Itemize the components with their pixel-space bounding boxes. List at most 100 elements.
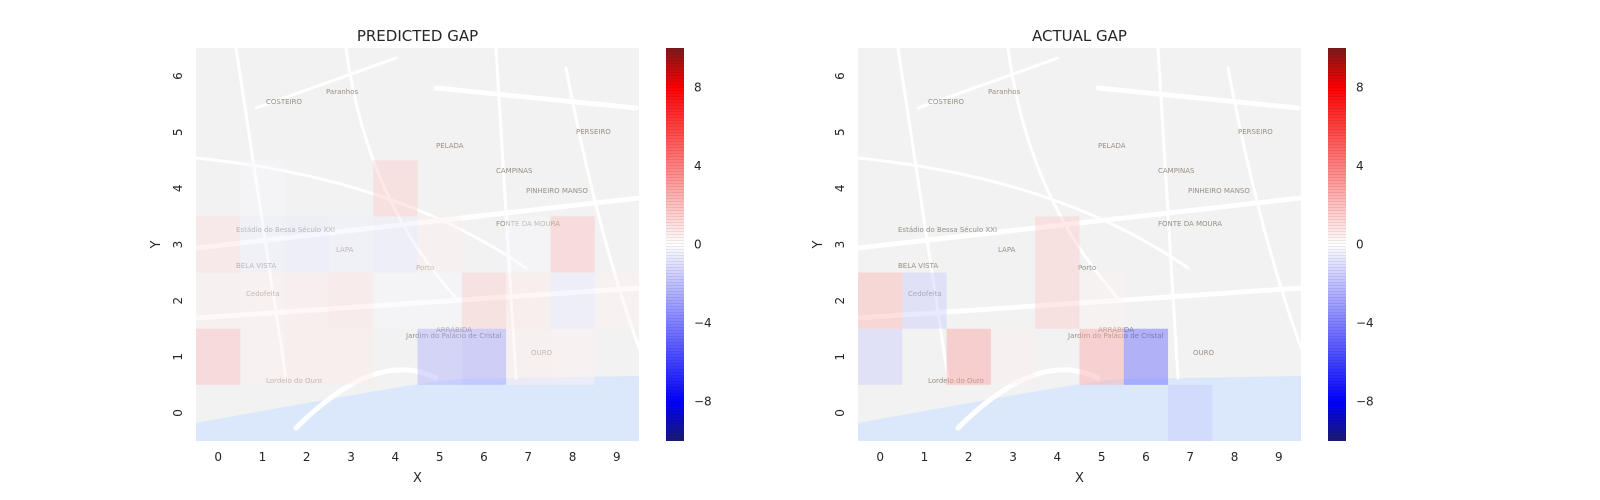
map-label: CAMPINAS (1158, 167, 1195, 175)
heatmap-cell (240, 328, 285, 385)
map-road (564, 66, 639, 350)
y-tick-label: 0 (171, 409, 185, 417)
map-road (1156, 48, 1180, 380)
x-axis-label: X (413, 471, 422, 486)
heatmap-cell (550, 328, 595, 385)
heatmap-cell (990, 328, 1036, 385)
heatmap-cell (284, 216, 329, 273)
heatmap-cell (858, 328, 903, 385)
heatmap-cell (902, 272, 947, 329)
heatmap-cell (1168, 384, 1213, 441)
heatmap-cell (506, 216, 551, 273)
heatmap-cells (858, 216, 1213, 441)
map-road (196, 195, 639, 251)
y-tick-label: 6 (833, 72, 847, 80)
x-tick-label: 3 (347, 450, 355, 464)
map-label: OURO (1193, 349, 1214, 357)
colorbar-tick-label: −4 (694, 316, 712, 330)
x-tick-label: 4 (392, 450, 400, 464)
colorbar-tick-label: −4 (1356, 316, 1374, 330)
colorbar: −8 −4 0 4 8 (666, 48, 712, 441)
map-road (1095, 85, 1301, 111)
y-tick-label: 4 (833, 185, 847, 193)
colorbar-tick-label: 4 (694, 159, 702, 173)
x-tick-label: 9 (613, 450, 621, 464)
y-tick-label: 2 (171, 297, 185, 305)
heatmap-cell (240, 272, 285, 329)
map-land (858, 48, 1301, 441)
map-river (196, 376, 639, 441)
map-road (858, 285, 1301, 321)
heatmap-panel-predicted: COSTEIRO Paranhos PERSEIRO PELADA CAMPINAS PI… (149, 27, 712, 486)
map-label: BELA VISTA (898, 262, 938, 270)
map-road (858, 195, 1301, 251)
y-tick-label: 4 (171, 185, 185, 193)
heatmap-cell (196, 328, 241, 385)
heatmap-cell (196, 216, 241, 273)
heatmap-panel-actual: COSTEIRO Paranhos PERSEIRO PELADA CAMPINAS PI… (811, 27, 1374, 486)
map-label: OURO (531, 349, 552, 357)
map-label: FONTE DA MOURA (496, 220, 560, 228)
colorbar-texture (1328, 48, 1346, 441)
x-tick-label: 3 (1009, 450, 1017, 464)
map-label: Cedofeita (908, 290, 942, 298)
heatmap-cell (506, 328, 551, 385)
heatmap-cells (196, 160, 639, 385)
map-road (293, 367, 439, 431)
map-label: COSTEIRO (266, 98, 302, 106)
y-tick-label: 1 (171, 353, 185, 361)
heatmap-cell (373, 160, 418, 217)
x-tick-label: 6 (1142, 450, 1150, 464)
x-tick-label: 4 (1054, 450, 1062, 464)
colorbar-tick-label: 8 (1356, 80, 1364, 94)
heatmap-cell (284, 328, 329, 385)
x-tick-label: 6 (480, 450, 488, 464)
y-tick-label: 3 (171, 241, 185, 249)
heatmap-cell (1079, 328, 1124, 385)
heatmap-cell (417, 216, 462, 273)
map-label: Estádio do Bessa Século XXI (898, 226, 997, 234)
heatmap-cell (858, 272, 903, 329)
map-road (1226, 66, 1301, 350)
colorbar-tick-label: −8 (694, 395, 712, 409)
heatmap-cell (946, 328, 991, 385)
x-tick-label: 8 (1231, 450, 1239, 464)
heatmap-cell (1079, 272, 1124, 329)
x-tick-label: 0 (214, 450, 222, 464)
map-label: Lordelo do Ouro (928, 377, 984, 385)
map-label: FONTE DA MOURA (1158, 220, 1222, 228)
map-label: LAPA (998, 246, 1016, 254)
map-label: Jardim do Palácio de Cristal (405, 332, 502, 340)
heatmap-cell (417, 328, 462, 385)
map-label: Cedofeita (246, 290, 280, 298)
map-road (344, 48, 458, 300)
colorbar-tick-label: 0 (694, 238, 702, 252)
x-tick-label: 8 (569, 450, 577, 464)
map-label: Porto (1078, 264, 1096, 272)
x-tick-label: 2 (965, 450, 973, 464)
chart-title: PREDICTED GAP (357, 27, 478, 45)
heatmap-cell (417, 272, 462, 329)
heatmap-cell (328, 216, 374, 273)
map-road (433, 85, 639, 111)
heatmap-cell (196, 272, 241, 329)
map-label: PINHEIRO MANSO (526, 187, 588, 195)
colorbar-tick-label: −8 (1356, 395, 1374, 409)
heatmap-cell (594, 272, 639, 329)
heatmap-cell (328, 328, 374, 385)
map-label: Porto (416, 264, 434, 272)
x-tick-label: 5 (1098, 450, 1106, 464)
heatmap-cell (550, 216, 595, 273)
heatmap-cell (461, 328, 507, 385)
x-tick-label: 1 (921, 450, 929, 464)
y-tick-label: 6 (171, 72, 185, 80)
colorbar-tick-label: 4 (1356, 159, 1364, 173)
map-label: Paranhos (988, 88, 1021, 96)
map-road (916, 56, 1060, 110)
x-tick-label: 5 (436, 450, 444, 464)
y-tick-label: 1 (833, 353, 847, 361)
x-axis-label: X (1075, 471, 1084, 486)
heatmap-cell (461, 272, 507, 329)
y-axis-label: Y (811, 240, 826, 249)
y-axis-label: Y (149, 240, 164, 249)
